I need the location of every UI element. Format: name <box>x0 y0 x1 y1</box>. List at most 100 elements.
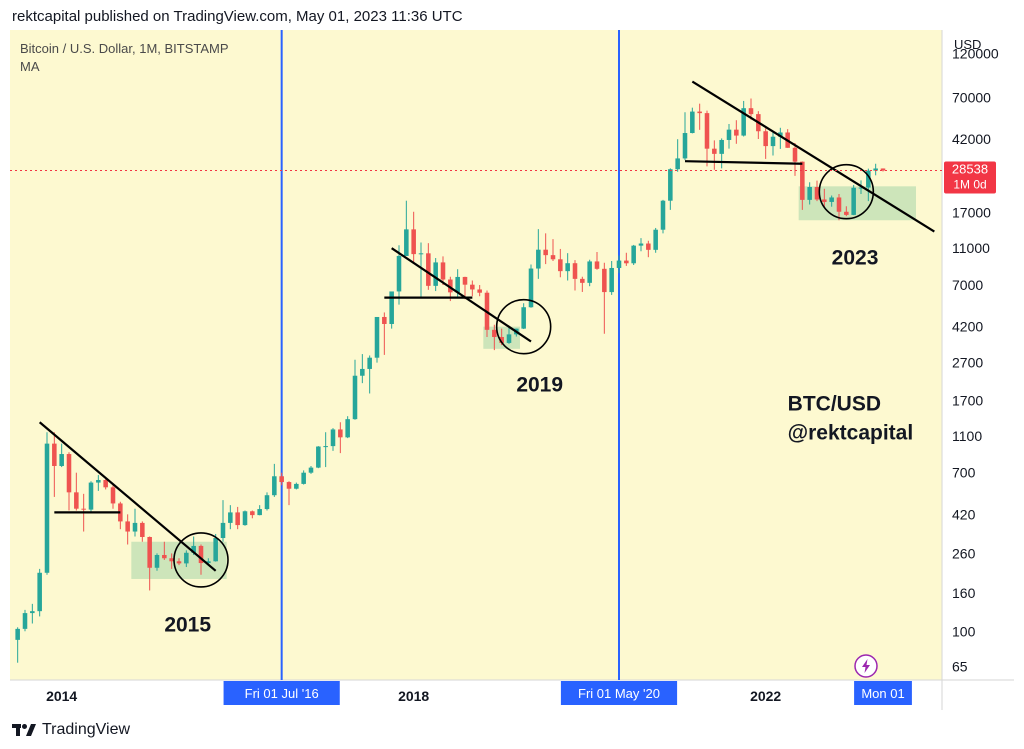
candle-body <box>103 479 108 488</box>
candle <box>352 359 358 420</box>
x-tick-label: 2014 <box>46 688 77 704</box>
candle-body <box>646 243 651 250</box>
y-tick-label: 65 <box>952 658 968 674</box>
annotation-label: 2023 <box>832 247 879 270</box>
candle <box>565 253 570 281</box>
candle-body <box>851 187 856 215</box>
candle-body <box>543 249 548 256</box>
candle <box>360 354 365 384</box>
candle-body <box>565 263 570 272</box>
candle <box>851 184 856 216</box>
candle-body <box>792 147 798 162</box>
candle <box>602 262 607 334</box>
candle-body <box>675 158 680 170</box>
candle <box>294 482 299 490</box>
candle-body <box>52 443 57 466</box>
candle <box>836 193 842 221</box>
candle <box>763 128 768 159</box>
candle <box>396 245 402 305</box>
candle-body <box>264 495 270 510</box>
candle <box>74 472 79 511</box>
candle <box>844 206 849 217</box>
candle-body <box>506 334 512 343</box>
candle <box>543 233 548 265</box>
candle-body <box>272 476 277 496</box>
y-tick-label: 70000 <box>952 89 991 105</box>
candle <box>580 276 585 292</box>
candle <box>814 180 820 202</box>
candle-body <box>726 129 732 140</box>
candle <box>264 492 270 511</box>
candle-body <box>660 200 666 230</box>
candle <box>660 199 666 234</box>
date-marker-badge <box>854 681 912 705</box>
candle-body <box>426 253 431 286</box>
annotation-label: @rektcapital <box>788 422 914 445</box>
candle <box>873 163 878 176</box>
date-marker-label[interactable]: Fri 01 Jul '16 <box>223 681 340 705</box>
candle <box>338 422 343 454</box>
candle-body <box>367 357 372 369</box>
candle-body <box>528 268 534 308</box>
lightning-icon <box>862 659 870 673</box>
candle <box>426 243 431 290</box>
price-chart[interactable]: Bitcoin / U.S. Dollar, 1M, BITSTAMP MA 2… <box>10 30 1014 710</box>
candle-body <box>338 429 343 438</box>
candle-body <box>235 512 240 526</box>
candle-body <box>455 276 460 293</box>
candle-body <box>682 133 688 159</box>
candle-body <box>154 554 160 568</box>
candle <box>345 416 350 439</box>
chart-frame[interactable]: Bitcoin / U.S. Dollar, 1M, BITSTAMP MA 2… <box>10 30 1014 710</box>
candle <box>272 463 277 497</box>
candle-body <box>880 168 886 171</box>
candle <box>286 481 292 506</box>
candle-body <box>822 199 827 202</box>
y-axis-unit: USD <box>954 37 981 52</box>
candle-body <box>763 131 768 147</box>
candle <box>66 452 72 511</box>
candle-body <box>140 522 145 537</box>
candle-body <box>741 108 746 136</box>
candle-body <box>536 249 541 269</box>
candle <box>52 432 57 497</box>
candle <box>330 428 336 451</box>
candle-body <box>250 511 255 516</box>
date-marker-text: Fri 01 May '20 <box>578 686 660 701</box>
candle-body <box>352 375 358 420</box>
candle <box>594 251 600 270</box>
date-marker-label[interactable]: Fri 01 May '20 <box>560 681 678 705</box>
trendline <box>391 247 532 343</box>
date-marker-text: Fri 01 Jul '16 <box>245 686 319 701</box>
last-price-badge: 28538 1M 0d <box>944 161 996 194</box>
breakout-circle <box>495 298 552 355</box>
candle-body <box>191 545 196 553</box>
candle-body <box>411 229 416 255</box>
candle-body <box>602 268 607 293</box>
candle <box>748 98 754 120</box>
footer: TradingView <box>12 718 130 742</box>
candle <box>301 470 306 485</box>
candle <box>440 256 446 286</box>
trendline <box>38 421 217 572</box>
y-tick-label: 160 <box>952 585 976 601</box>
candle-body <box>587 261 592 283</box>
annotation-label: BTC/USD <box>788 393 881 416</box>
candle-body <box>492 329 497 337</box>
candle-body <box>316 446 321 468</box>
candle-body <box>858 187 864 189</box>
candle <box>880 168 886 172</box>
date-marker-badge <box>223 681 340 705</box>
lightning-button[interactable] <box>854 654 878 678</box>
candle <box>616 255 622 274</box>
indicator-label: MA <box>20 59 40 74</box>
candle <box>316 446 321 469</box>
breakout-circle <box>818 163 875 220</box>
candle-body <box>279 476 284 483</box>
candle <box>169 553 174 569</box>
date-marker-label[interactable]: Mon 01 <box>854 681 912 705</box>
candle-body <box>382 316 387 324</box>
candle-body <box>800 161 805 200</box>
candle-body <box>594 261 600 269</box>
candle-body <box>470 284 475 290</box>
